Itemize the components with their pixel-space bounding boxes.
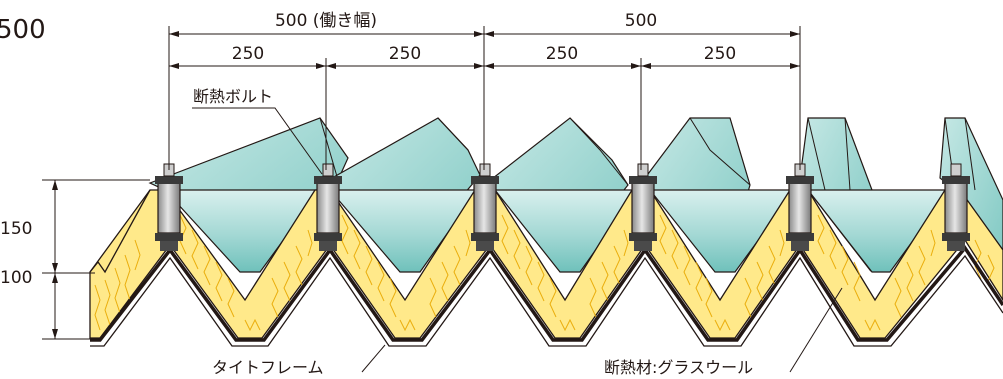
heading-number: 500: [0, 15, 46, 45]
bolt-3: [471, 163, 499, 251]
tight-frame: [89, 189, 1003, 347]
height-dimensions: [42, 179, 150, 340]
dim-half-2: 250: [389, 44, 421, 64]
dim-height-upper: 150: [0, 219, 32, 239]
insulation-bolts: [155, 163, 970, 251]
bolt-5: [786, 163, 814, 251]
frame-label: タイトフレーム: [212, 358, 324, 377]
bolt-1: [155, 163, 183, 251]
dim-half-4: 250: [704, 44, 736, 64]
insulation-label: 断熱材:グラスウール: [604, 358, 753, 377]
valley-panels: [163, 189, 952, 273]
dimension-lines: [168, 26, 801, 170]
bolt-label: 断熱ボルト: [193, 87, 273, 106]
dim-span-right: 500: [625, 11, 657, 31]
bolt-6: [942, 163, 970, 251]
bolt-2: [314, 163, 342, 251]
insulation-fibers: [94, 214, 995, 332]
bolt-4: [629, 163, 657, 251]
dim-half-1: 250: [232, 44, 264, 64]
leader-lines: [192, 107, 843, 373]
dim-height-lower: 100: [0, 268, 32, 288]
dim-work-width: 500 (働き幅): [275, 11, 377, 31]
dim-half-3: 250: [546, 44, 578, 64]
